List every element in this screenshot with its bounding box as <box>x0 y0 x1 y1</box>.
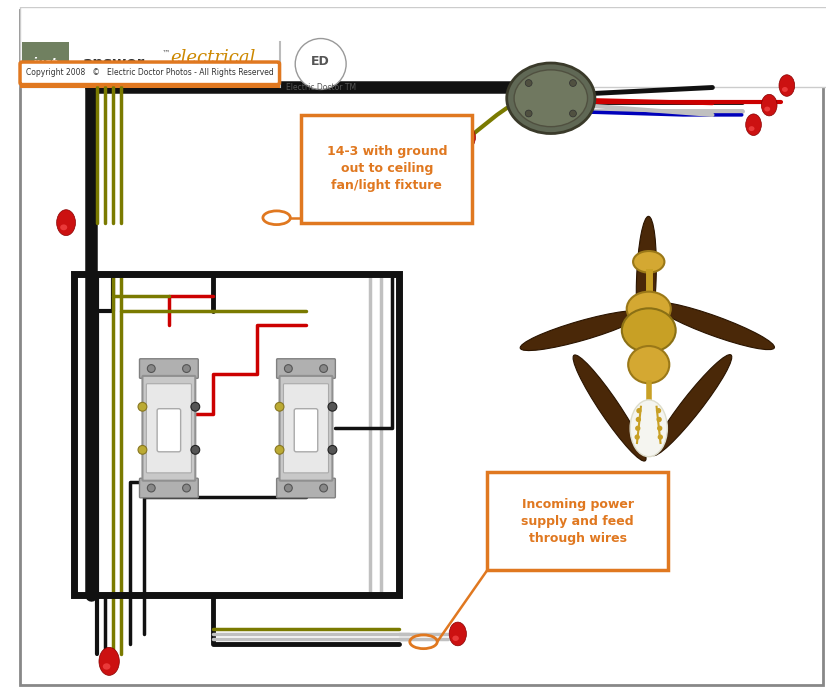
Circle shape <box>191 445 200 455</box>
Ellipse shape <box>652 354 732 456</box>
Ellipse shape <box>60 224 67 230</box>
Ellipse shape <box>460 126 476 148</box>
Text: ™: ™ <box>162 49 170 58</box>
Ellipse shape <box>514 70 587 126</box>
Ellipse shape <box>636 216 657 343</box>
Circle shape <box>320 365 328 373</box>
FancyBboxPatch shape <box>20 62 279 85</box>
Circle shape <box>636 418 640 421</box>
FancyBboxPatch shape <box>279 376 332 481</box>
Ellipse shape <box>99 647 119 676</box>
Ellipse shape <box>102 663 111 670</box>
Circle shape <box>657 409 661 413</box>
Ellipse shape <box>520 311 643 350</box>
FancyBboxPatch shape <box>294 409 318 452</box>
FancyBboxPatch shape <box>487 473 668 571</box>
Circle shape <box>657 418 661 421</box>
Ellipse shape <box>463 139 468 144</box>
Circle shape <box>525 110 532 117</box>
Bar <box>74 274 399 595</box>
Bar <box>22 42 69 83</box>
Text: electrical: electrical <box>170 49 255 67</box>
Circle shape <box>525 80 532 86</box>
Ellipse shape <box>779 75 795 97</box>
FancyBboxPatch shape <box>277 359 335 378</box>
FancyBboxPatch shape <box>301 115 472 222</box>
FancyBboxPatch shape <box>283 384 329 473</box>
Circle shape <box>138 445 147 455</box>
Circle shape <box>636 426 639 430</box>
FancyBboxPatch shape <box>142 376 195 481</box>
Text: answer.: answer. <box>82 56 148 72</box>
Circle shape <box>635 435 639 439</box>
Ellipse shape <box>748 126 754 131</box>
Ellipse shape <box>453 635 459 641</box>
Ellipse shape <box>655 302 775 350</box>
Text: Electric Doctor TM: Electric Doctor TM <box>286 83 356 92</box>
Circle shape <box>328 402 337 411</box>
FancyBboxPatch shape <box>146 384 192 473</box>
Ellipse shape <box>782 87 788 92</box>
Circle shape <box>191 402 200 411</box>
Circle shape <box>658 435 662 439</box>
Ellipse shape <box>764 106 770 111</box>
Text: just: just <box>33 56 58 70</box>
Circle shape <box>570 80 577 86</box>
Bar <box>20 79 279 88</box>
Ellipse shape <box>630 400 667 457</box>
Ellipse shape <box>573 355 646 461</box>
Circle shape <box>147 365 155 373</box>
Circle shape <box>328 445 337 455</box>
Circle shape <box>657 426 662 430</box>
FancyBboxPatch shape <box>140 478 198 498</box>
Text: ED: ED <box>311 54 330 67</box>
FancyBboxPatch shape <box>140 359 198 378</box>
FancyBboxPatch shape <box>277 478 335 498</box>
Circle shape <box>284 365 292 373</box>
Ellipse shape <box>622 309 676 352</box>
Circle shape <box>147 484 155 492</box>
Circle shape <box>183 365 191 373</box>
Circle shape <box>275 402 284 411</box>
Ellipse shape <box>746 114 762 136</box>
Ellipse shape <box>449 622 467 646</box>
Ellipse shape <box>629 346 669 383</box>
Ellipse shape <box>506 63 595 133</box>
Circle shape <box>183 484 191 492</box>
Text: Incoming power
supply and feed
through wires: Incoming power supply and feed through w… <box>521 498 634 545</box>
Bar <box>20 7 826 88</box>
Text: Copyright 2008   ©   Electric Doctor Photos - All Rights Reserved: Copyright 2008 © Electric Doctor Photos … <box>26 68 274 77</box>
Ellipse shape <box>633 251 664 272</box>
Circle shape <box>320 484 328 492</box>
Ellipse shape <box>627 292 671 326</box>
Ellipse shape <box>57 210 75 236</box>
Circle shape <box>138 402 147 411</box>
Circle shape <box>570 110 577 117</box>
Bar <box>20 7 826 88</box>
Ellipse shape <box>762 95 777 116</box>
Circle shape <box>284 484 292 492</box>
Circle shape <box>637 409 641 413</box>
Text: 14-3 with ground
out to ceiling
fan/light fixture: 14-3 with ground out to ceiling fan/ligh… <box>326 145 447 193</box>
Circle shape <box>275 445 284 455</box>
FancyBboxPatch shape <box>157 409 181 452</box>
Circle shape <box>295 38 346 90</box>
